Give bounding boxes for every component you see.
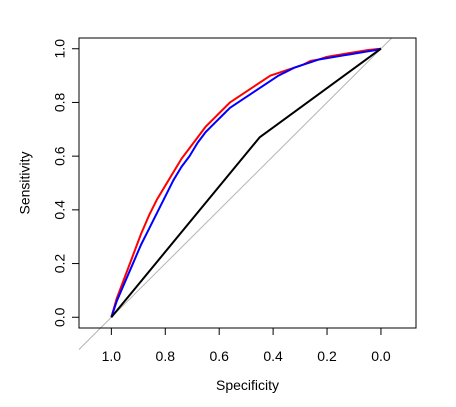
plot-frame — [78, 37, 417, 329]
x-tick-label: 0.8 — [156, 348, 176, 364]
x-tick-label: 0.6 — [209, 348, 229, 364]
y-tick-label: 0.6 — [52, 146, 68, 166]
x-tick-label: 1.0 — [102, 348, 122, 364]
axes: 1.0 0.8 0.6 0.4 0.2 0.0 0.0 0.2 0.4 0.6 0.8 1.0 — [52, 39, 391, 364]
series-line-2 — [110, 47, 382, 318]
y-tick-label: 0.8 — [52, 93, 68, 113]
y-axis-title: Sensitivity — [17, 151, 33, 214]
x-tick-label: 0.0 — [371, 348, 391, 364]
y-tick-label: 1.0 — [52, 39, 68, 59]
series-line-3 — [110, 47, 382, 318]
x-tick-label: 0.2 — [317, 348, 337, 364]
y-tick-label: 0.2 — [52, 254, 68, 274]
y-tick-label: 0.4 — [52, 200, 68, 220]
x-tick-label: 0.4 — [263, 348, 283, 364]
reference-diagonal-line — [78, 37, 393, 350]
y-tick-label: 0.0 — [52, 307, 68, 327]
plot-area — [78, 37, 393, 350]
x-axis-title: Specificity — [216, 377, 279, 393]
series-line-1 — [110, 47, 382, 318]
